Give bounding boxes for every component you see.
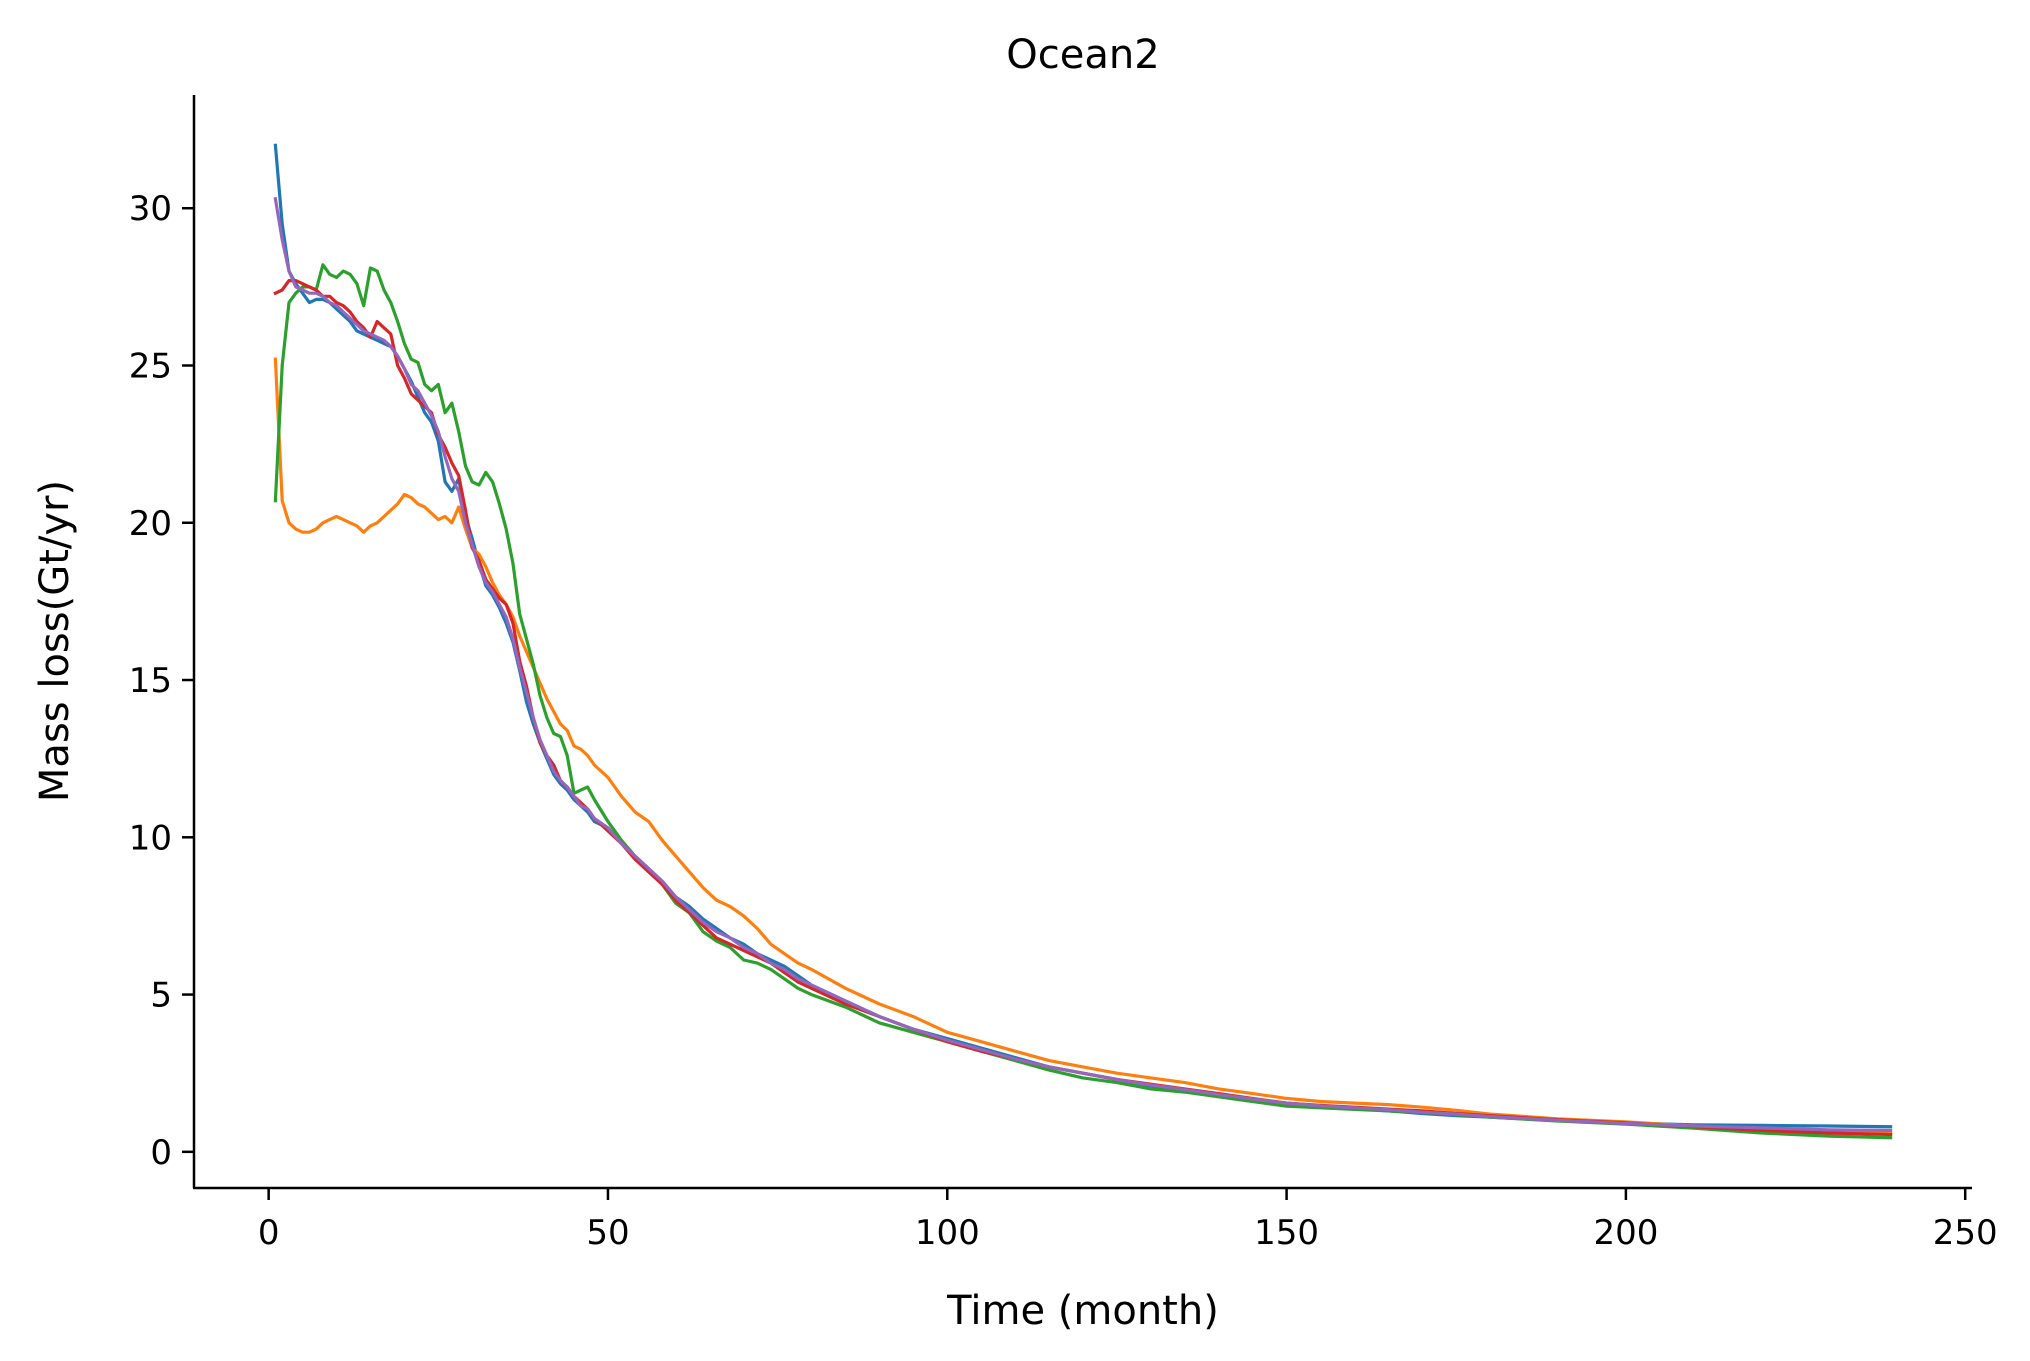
series-layer <box>273 143 1893 1140</box>
x-tick-label: 200 <box>1593 1213 1658 1253</box>
y-tick-label: 25 <box>129 346 172 386</box>
y-axis-label: Mass loss(Gt/yr) <box>32 480 78 802</box>
y-tick-label: 0 <box>150 1133 172 1173</box>
x-tick-label: 150 <box>1254 1213 1319 1253</box>
y-tick-label: 5 <box>150 976 172 1016</box>
x-axis-ticks: 0 50 100 150 200 250 <box>258 1188 1998 1253</box>
x-axis-label: Time (month) <box>946 1288 1219 1334</box>
series-line-3 <box>273 263 1893 1140</box>
series-line-1 <box>273 143 1893 1129</box>
y-tick-label: 15 <box>129 661 172 701</box>
x-tick-label: 0 <box>258 1213 280 1253</box>
y-tick-label: 10 <box>129 818 172 858</box>
y-tick-label: 20 <box>129 504 172 544</box>
chart-title: Ocean2 <box>1006 32 1159 78</box>
series-line-2 <box>273 357 1893 1135</box>
series-line-5 <box>273 196 1893 1133</box>
x-tick-label: 50 <box>586 1213 629 1253</box>
y-tick-label: 30 <box>129 189 172 229</box>
series-line-4 <box>273 279 1893 1137</box>
x-tick-label: 100 <box>915 1213 980 1253</box>
y-axis-ticks: 0 5 10 15 20 25 30 <box>129 189 194 1173</box>
x-tick-label: 250 <box>1933 1213 1998 1253</box>
